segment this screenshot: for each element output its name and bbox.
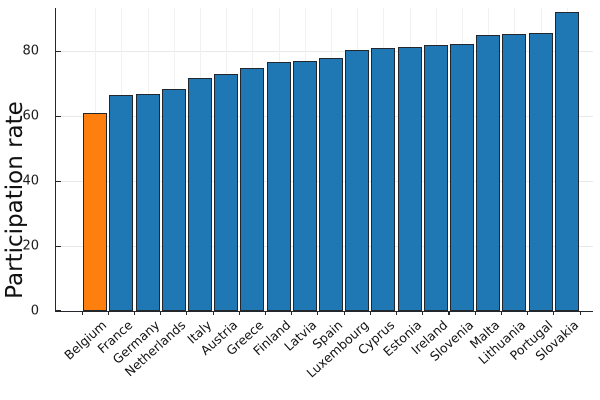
y-tick-label-20: 20	[22, 238, 39, 254]
x-tick-12	[396, 311, 398, 315]
y-axis-title: Participation rate	[2, 101, 28, 299]
x-tick-8	[291, 311, 293, 315]
x-tick-6	[238, 311, 240, 315]
y-tick-0	[56, 310, 61, 312]
x-tick-4	[186, 311, 188, 315]
x-tick-5	[212, 311, 214, 315]
y-tick-40	[56, 180, 61, 182]
bar-italy	[187, 77, 212, 311]
x-tick-9	[317, 311, 319, 315]
bar-luxembourg	[345, 49, 370, 311]
bar-france	[109, 94, 134, 311]
x-tick-7	[264, 311, 267, 315]
y-tick-label-80: 80	[22, 43, 39, 59]
x-tick-18	[553, 311, 555, 315]
x-tick-3	[160, 311, 162, 315]
y-tick-80	[56, 50, 61, 53]
bar-netherlands	[161, 89, 186, 311]
bar-ireland	[423, 45, 448, 311]
bar-cyprus	[371, 47, 396, 311]
x-tick-11	[369, 311, 371, 315]
x-tick-10	[343, 311, 345, 315]
x-tick-16	[500, 311, 502, 315]
x-tick-0	[81, 311, 83, 315]
bar-austria	[214, 73, 239, 311]
bar-greece	[240, 68, 265, 311]
x-tick-1	[107, 311, 109, 315]
y-tick-20	[56, 245, 61, 247]
bar-finland	[266, 61, 291, 311]
bar-portugal	[528, 32, 553, 311]
y-tick-label-40: 40	[22, 173, 39, 189]
plot-area: 0 20 40 60 80 Belgium France Germany Netherlands…	[22, 8, 593, 381]
y-tick-label-0: 0	[30, 303, 39, 319]
x-tick-2	[133, 311, 135, 315]
x-tick-17	[527, 311, 529, 315]
bar-slovakia	[554, 11, 579, 311]
bar-slovenia	[450, 44, 475, 311]
bar-spain	[319, 58, 343, 311]
bar-malta	[476, 34, 501, 311]
x-tick-19	[579, 311, 581, 315]
x-tick-13	[422, 311, 424, 315]
bar-estonia	[397, 46, 422, 311]
bar-germany	[135, 93, 160, 311]
x-tick-14	[448, 311, 450, 315]
bar-lithuania	[502, 33, 527, 311]
gridline-y-80	[56, 50, 593, 52]
y-tick-60	[56, 115, 61, 117]
bar-belgium	[83, 113, 108, 311]
bar-latvia	[292, 60, 317, 311]
y-tick-label-60: 60	[22, 108, 39, 124]
x-tick-15	[474, 311, 476, 315]
